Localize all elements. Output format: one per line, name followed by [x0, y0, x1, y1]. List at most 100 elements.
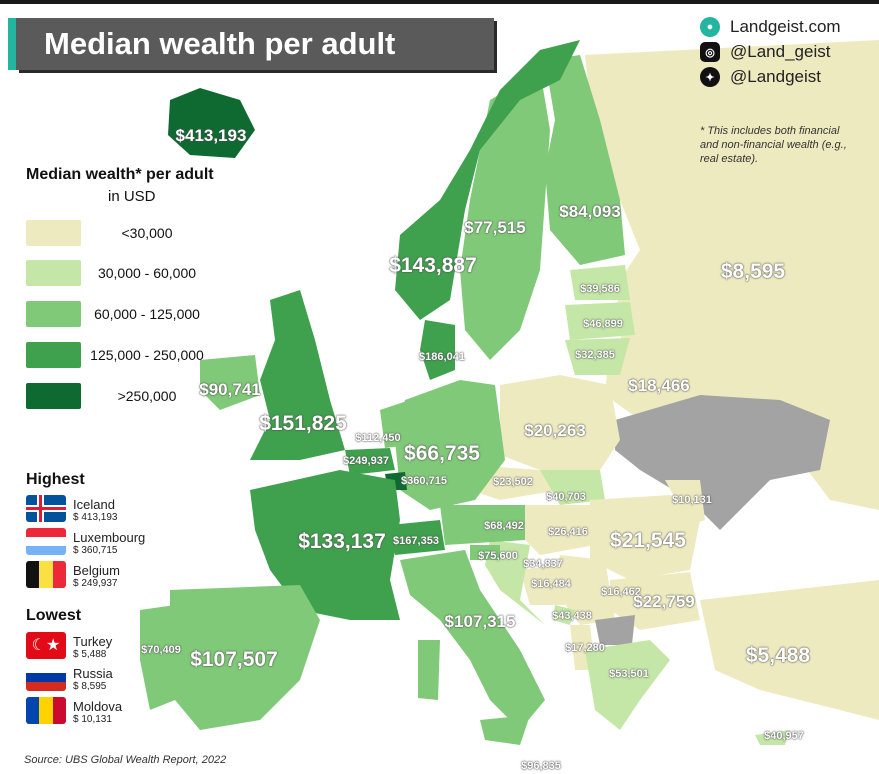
label-poland: $20,263: [524, 421, 586, 440]
brand-instagram[interactable]: ◎ @Land_geist: [700, 42, 830, 62]
legend-label-5: >250,000: [117, 388, 177, 404]
hungary-region: [520, 505, 595, 555]
legend-label-1: <30,000: [121, 225, 173, 241]
moldova-flag-icon: [26, 697, 66, 724]
legend-swatch-5: [26, 383, 81, 409]
norway-region: [395, 40, 580, 320]
label-estonia: $39,586: [580, 283, 620, 295]
ireland-region: [200, 355, 260, 410]
label-slovenia: $75,600: [478, 550, 518, 562]
label-lithuania: $32,385: [575, 349, 615, 361]
label-croatia: $34,837: [523, 558, 563, 570]
lowest-2-country: Russia: [73, 666, 113, 681]
page-title: Median wealth per adult: [16, 18, 494, 70]
portugal-region: [140, 605, 175, 710]
belgium-flag-icon: [26, 561, 66, 588]
label-belgium: $249,937: [343, 455, 389, 467]
switzerland-region: [390, 520, 445, 555]
brand-instagram-label: @Land_geist: [730, 42, 831, 61]
iceland-region: [168, 88, 255, 158]
croatia-region: [485, 540, 545, 625]
latvia-region: [565, 302, 635, 340]
legend-label-2: 30,000 - 60,000: [97, 265, 197, 281]
cyprus-region: [755, 730, 790, 745]
russia-flag-icon: [26, 664, 66, 691]
label-finland: $84,093: [559, 202, 621, 221]
brand-site[interactable]: ● Landgeist.com: [700, 17, 841, 37]
label-france: $133,137: [298, 530, 386, 553]
label-italy: $107,315: [444, 612, 516, 631]
legend-swatch-4: [26, 342, 81, 368]
label-luxembourg: $360,715: [401, 475, 447, 487]
label-switzerland: $167,353: [393, 535, 439, 547]
greece-region: [585, 640, 670, 730]
brand-site-label: Landgeist.com: [730, 17, 841, 36]
highest-3-country: Belgium: [73, 563, 120, 578]
slovenia-region: [470, 545, 500, 560]
label-cyprus: $40,957: [764, 730, 804, 742]
twitter-icon: ✦: [700, 67, 720, 87]
label-russia: $8,595: [720, 260, 786, 283]
kosovo-region: [595, 615, 635, 645]
lowest-2-value: $ 8,595: [73, 681, 107, 692]
label-romania: $21,545: [610, 529, 686, 552]
france-region: [250, 470, 400, 620]
turkey-region: [700, 580, 879, 720]
label-albania: $17,280: [565, 642, 605, 654]
lowest-1-value: $ 5,488: [73, 649, 107, 660]
label-czechia: $23,502: [493, 476, 533, 488]
label-norway: $143,887: [389, 254, 477, 277]
highest-1-value: $ 413,193: [73, 512, 118, 523]
label-netherlands: $112,450: [355, 432, 401, 444]
brand-twitter-label: @Landgeist: [730, 67, 821, 86]
highest-2-country: Luxembourg: [73, 530, 146, 545]
austria-region: [440, 505, 525, 545]
highest-2-value: $ 360,715: [73, 545, 118, 556]
lowest-3-country: Moldova: [73, 699, 123, 714]
denmark-region: [420, 320, 455, 380]
label-germany: $66,735: [404, 442, 480, 465]
sicily-region: [480, 715, 530, 745]
italy-region: [400, 550, 545, 730]
estonia-region: [570, 265, 630, 300]
belgium-region: [345, 448, 395, 475]
finland-region: [545, 55, 625, 265]
slovakia-region: [540, 470, 605, 505]
lowest-3-value: $ 10,131: [73, 714, 112, 725]
luxembourg-flag-icon: [26, 528, 66, 555]
legend-swatch-1: [26, 220, 81, 246]
spain-region: [170, 585, 320, 730]
belarus-region: [605, 330, 700, 420]
legend-label-4: 125,000 - 250,000: [90, 347, 204, 363]
montenegro-region: [553, 605, 575, 625]
legend-subtitle: in USD: [108, 188, 156, 205]
label-belarus: $18,466: [628, 376, 690, 395]
uk-region: [250, 290, 345, 460]
legend-swatch-3: [26, 301, 81, 327]
lowest-1-country: Turkey: [73, 634, 113, 649]
highest-heading: Highest: [26, 471, 85, 488]
sardinia-region: [418, 640, 440, 700]
romania-region: [590, 495, 700, 580]
top-border: [0, 0, 879, 4]
source-note: Source: UBS Global Wealth Report, 2022: [24, 754, 227, 766]
legend-swatch-2: [26, 260, 81, 286]
label-slovakia: $40,703: [546, 491, 586, 503]
title-accent-bar: [8, 18, 16, 70]
lowest-heading: Lowest: [26, 607, 82, 624]
label-latvia: $46,899: [583, 318, 623, 330]
label-spain: $107,507: [190, 648, 278, 671]
label-denmark: $186,041: [419, 351, 465, 363]
label-greece: $53,501: [609, 668, 649, 680]
globe-icon: ●: [700, 17, 720, 37]
lithuania-region: [565, 338, 630, 375]
instagram-icon: ◎: [700, 42, 720, 62]
poland-region: [500, 375, 620, 470]
label-montenegro: $43,438: [552, 610, 592, 622]
netherlands-region: [380, 400, 410, 448]
highest-1-country: Iceland: [73, 497, 115, 512]
brand-twitter[interactable]: ✦ @Landgeist: [700, 67, 821, 87]
serbia-region: [555, 555, 615, 625]
europe-map: [140, 40, 879, 745]
